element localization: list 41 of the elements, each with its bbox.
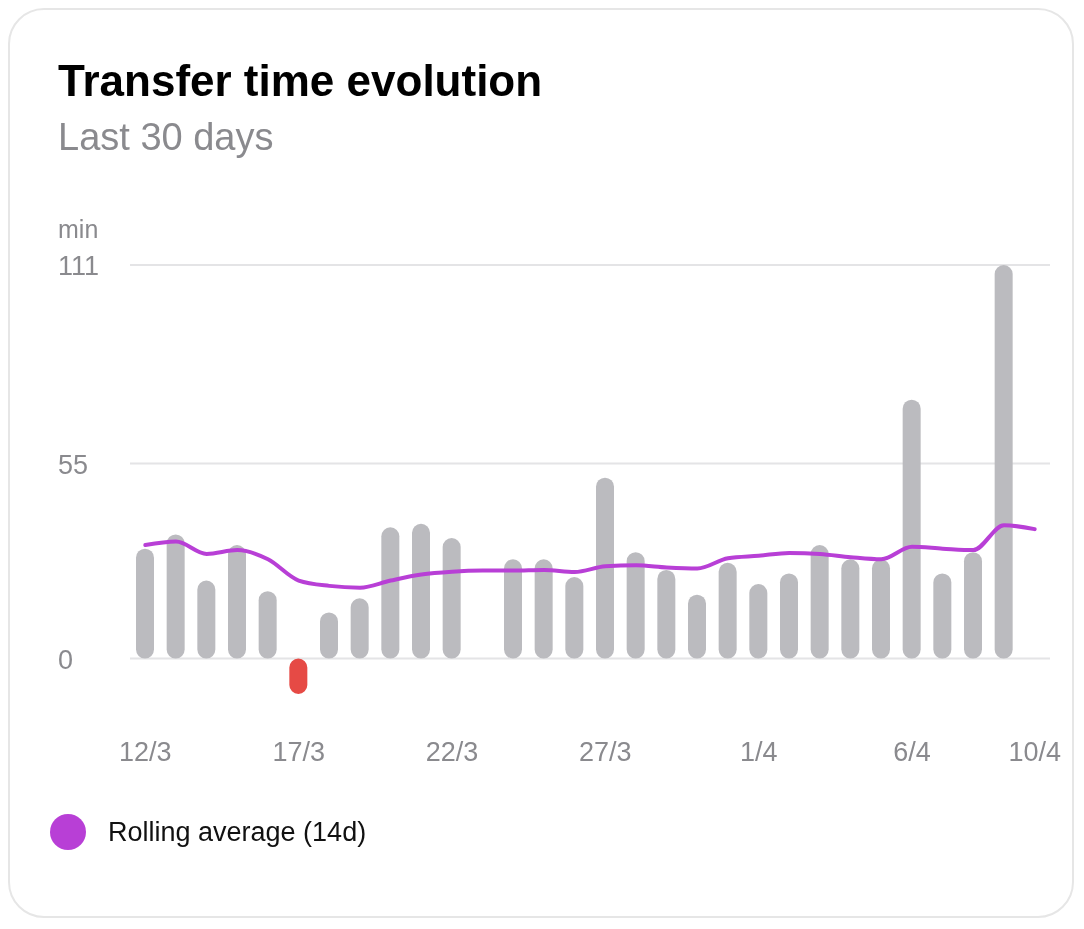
bar [228,545,246,659]
bar [504,559,522,659]
x-tick-label: 27/3 [579,737,632,768]
bar [258,591,277,659]
y-tick-label: 0 [58,644,74,675]
x-tick-label: 22/3 [425,737,479,768]
bar [810,545,829,659]
bar [688,594,706,659]
bar [412,523,430,659]
chart-subtitle: Last 30 days [58,116,275,159]
bar [534,559,553,659]
bar [381,527,400,659]
y-tick-label: 111 [58,251,100,281]
chart-title: Transfer time evolution [58,56,544,106]
bar [994,265,1013,659]
bar [933,573,952,659]
bar [136,548,154,659]
x-tick-label: 6/4 [893,737,931,768]
bar [841,559,860,659]
bar [657,569,676,659]
legend-label: Rolling average (14d) [108,816,367,848]
bar [626,552,645,659]
bar [166,534,185,659]
bar [565,577,584,659]
bar [964,552,982,659]
bar [197,580,216,659]
x-tick-label: 1/4 [739,737,778,768]
line-series [143,523,1037,590]
x-tick-label: 12/3 [119,737,172,768]
bar [596,477,614,659]
x-tick-label: 10/4 [1008,737,1061,768]
bar [350,598,369,659]
x-tick-label: 17/3 [272,737,325,768]
bar [902,399,921,659]
bar [718,562,737,659]
y-tick-label: 55 [58,449,89,480]
bar [442,538,461,659]
y-axis-title: min [58,215,99,244]
bar [749,584,768,659]
bar [872,559,890,659]
bar [780,573,798,659]
